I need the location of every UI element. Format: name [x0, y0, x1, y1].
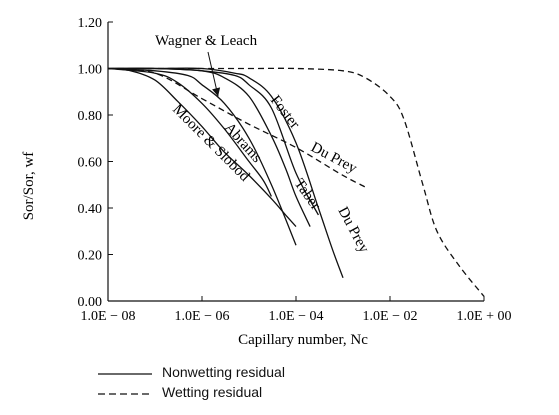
legend-dashed-swatch — [98, 393, 152, 395]
legend-solid-swatch — [98, 373, 152, 375]
y-axis-label: Sor/Sor, wf — [21, 152, 37, 221]
curve-annotation: Du Prey — [334, 204, 372, 256]
x-tick-label: 1.0E − 02 — [363, 309, 418, 324]
curve-annotation: Wagner & Leach — [155, 33, 258, 49]
y-tick-label: 0.00 — [78, 295, 103, 310]
x-tick-label: 1.0E − 08 — [81, 309, 136, 324]
x-tick-label: 1.0E − 06 — [175, 309, 230, 324]
y-tick-label: 1.20 — [78, 16, 103, 31]
y-tick-label: 0.60 — [78, 156, 103, 171]
legend-label-wetting: Wetting residual — [162, 384, 263, 400]
legend-item-wetting: Wetting residual — [98, 384, 398, 404]
curve-annotation: Foster — [267, 93, 303, 132]
series-line-wagner-leach-solid — [107, 67, 297, 246]
legend-item-nonwetting: Nonwetting residual — [98, 364, 398, 384]
legend-label-nonwetting: Nonwetting residual — [162, 364, 285, 380]
x-tick-label: 1.0E + 00 — [457, 309, 512, 324]
y-tick-label: 0.40 — [78, 202, 103, 217]
y-tick-label: 0.20 — [78, 249, 103, 264]
y-tick-label: 0.80 — [78, 109, 103, 124]
axes: 0.00 0.20 0.40 0.60 0.80 1.00 1.20 1.0E − 08 1.0… — [78, 16, 512, 324]
series-line-du-prey-solid — [107, 67, 344, 279]
series-line-moore-slobod-solid — [107, 67, 297, 228]
series-layer — [107, 67, 485, 297]
curve-annotation: Du Prey — [308, 139, 360, 177]
series-line-du-prey-dashed — [107, 67, 366, 188]
x-axis-label: Capillary number, Nc — [238, 332, 368, 348]
wagner-leach-arrowhead — [212, 87, 221, 97]
series-line-wetting-dashed — [107, 67, 485, 297]
x-tick-label: 1.0E − 04 — [269, 309, 324, 324]
y-tick-label: 1.00 — [78, 63, 103, 78]
